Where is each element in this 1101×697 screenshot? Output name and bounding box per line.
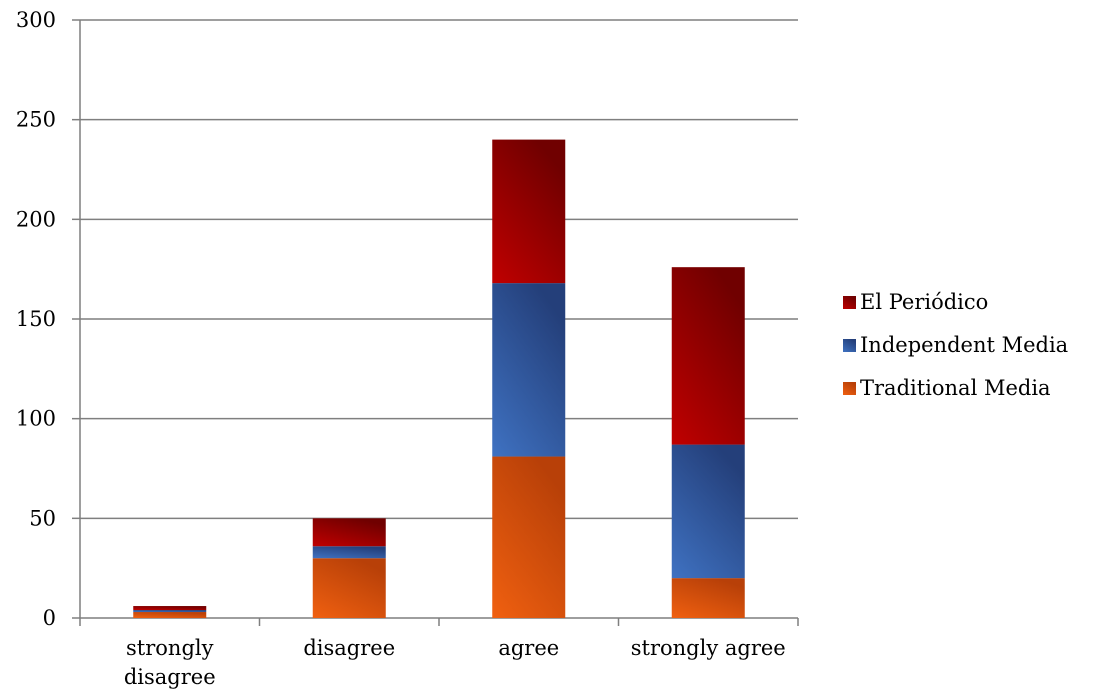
y-tick-labels: 0 50 100 150 200 250 300: [16, 8, 56, 630]
bar-strongly-agree-traditional-media: [671, 578, 745, 618]
bar-agree-el-periódico: [492, 139, 566, 284]
bar-strongly-disagree-el-periódico: [133, 606, 207, 611]
y-tick-label-100: 100: [16, 407, 56, 431]
y-tick-label-200: 200: [16, 207, 56, 231]
y-tick-label-0: 0: [43, 606, 56, 630]
bars: [133, 139, 745, 618]
legend-swatch: [843, 296, 856, 309]
y-tick-label-150: 150: [16, 307, 56, 331]
legend-item-el-periódico: El Periódico: [843, 290, 988, 314]
legend-item-traditional-media: Traditional Media: [843, 376, 1051, 400]
legend-label: Traditional Media: [860, 376, 1051, 400]
bar-strongly-disagree-traditional-media: [133, 612, 207, 618]
bar-strongly-disagree-independent-media: [133, 610, 207, 613]
bar-agree-independent-media: [492, 283, 566, 457]
legend-item-independent-media: Independent Media: [843, 333, 1068, 357]
bar-disagree-el-periódico: [312, 518, 386, 547]
y-tick-label-50: 50: [29, 506, 56, 530]
x-tick-label-agree: agree: [498, 636, 559, 660]
bar-disagree-independent-media: [312, 546, 386, 559]
bar-strongly-agree-independent-media: [671, 444, 745, 579]
legend-swatch: [843, 339, 856, 352]
legend-swatch: [843, 382, 856, 395]
y-tick-label-250: 250: [16, 108, 56, 132]
x-tick-labels: strongly disagree disagree agree strongly ag…: [124, 636, 786, 689]
y-tick-label-300: 300: [16, 8, 56, 32]
legend-label: Independent Media: [860, 333, 1068, 357]
bar-agree-traditional-media: [492, 456, 566, 618]
x-tick-label-strongly-disagree: strongly disagree: [124, 636, 216, 689]
x-tick-label-strongly-agree: strongly agree: [631, 636, 786, 660]
bar-disagree-traditional-media: [312, 558, 386, 618]
bar-strongly-agree-el-periódico: [671, 267, 745, 445]
legend-label: El Periódico: [860, 290, 988, 314]
legend: El Periódico Independent Media Traditional…: [843, 290, 1068, 400]
x-tick-label-disagree: disagree: [303, 636, 395, 660]
